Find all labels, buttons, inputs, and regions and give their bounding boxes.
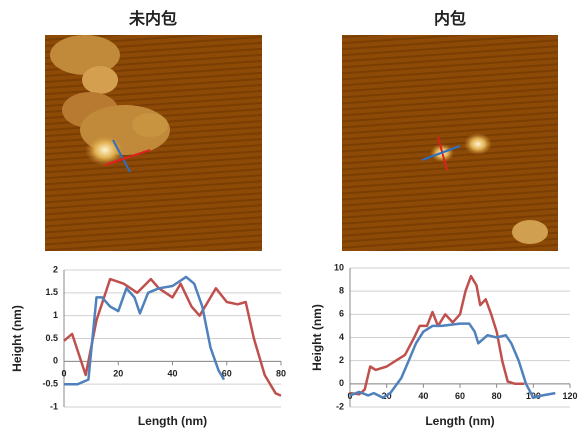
x-tick-label: 40 [167,369,177,379]
y-tick-label: 10 [334,262,344,272]
x-tick-label: 80 [492,391,502,401]
afm-image-right [342,35,558,251]
x-tick-label: 80 [276,369,286,379]
x-tick-label: 60 [455,391,465,401]
data-line [350,276,524,394]
afm-image-left [45,35,262,251]
y-tick-label: 4 [339,332,344,342]
figure: 未内包-1-0.500.511.52020406080Length (nm)He… [0,0,578,430]
x-tick-label: 20 [113,369,123,379]
y-tick-label: 1 [53,310,58,320]
y-tick-label: -2 [336,401,344,411]
y-tick-label: 2 [339,355,344,365]
y-tick-label: -1 [50,401,58,411]
y-tick-label: 6 [339,309,344,319]
x-axis-label: Length (nm) [425,414,494,428]
y-axis-label: Height (nm) [10,305,24,372]
y-tick-label: 0 [53,356,58,366]
y-tick-label: 8 [339,286,344,296]
y-tick-label: 1.5 [45,287,58,297]
y-tick-label: 0.5 [45,333,58,343]
x-axis-label: Length (nm) [138,414,207,428]
y-tick-label: 2 [53,264,58,274]
x-tick-label: 120 [562,391,577,401]
y-tick-label: -0.5 [42,379,58,389]
x-tick-label: 0 [61,369,66,379]
y-axis-label: Height (nm) [310,304,324,371]
panel-title: 未内包 [128,9,177,28]
panel-title: 内包 [434,9,466,28]
y-tick-label: 0 [339,378,344,388]
x-tick-label: 40 [418,391,428,401]
